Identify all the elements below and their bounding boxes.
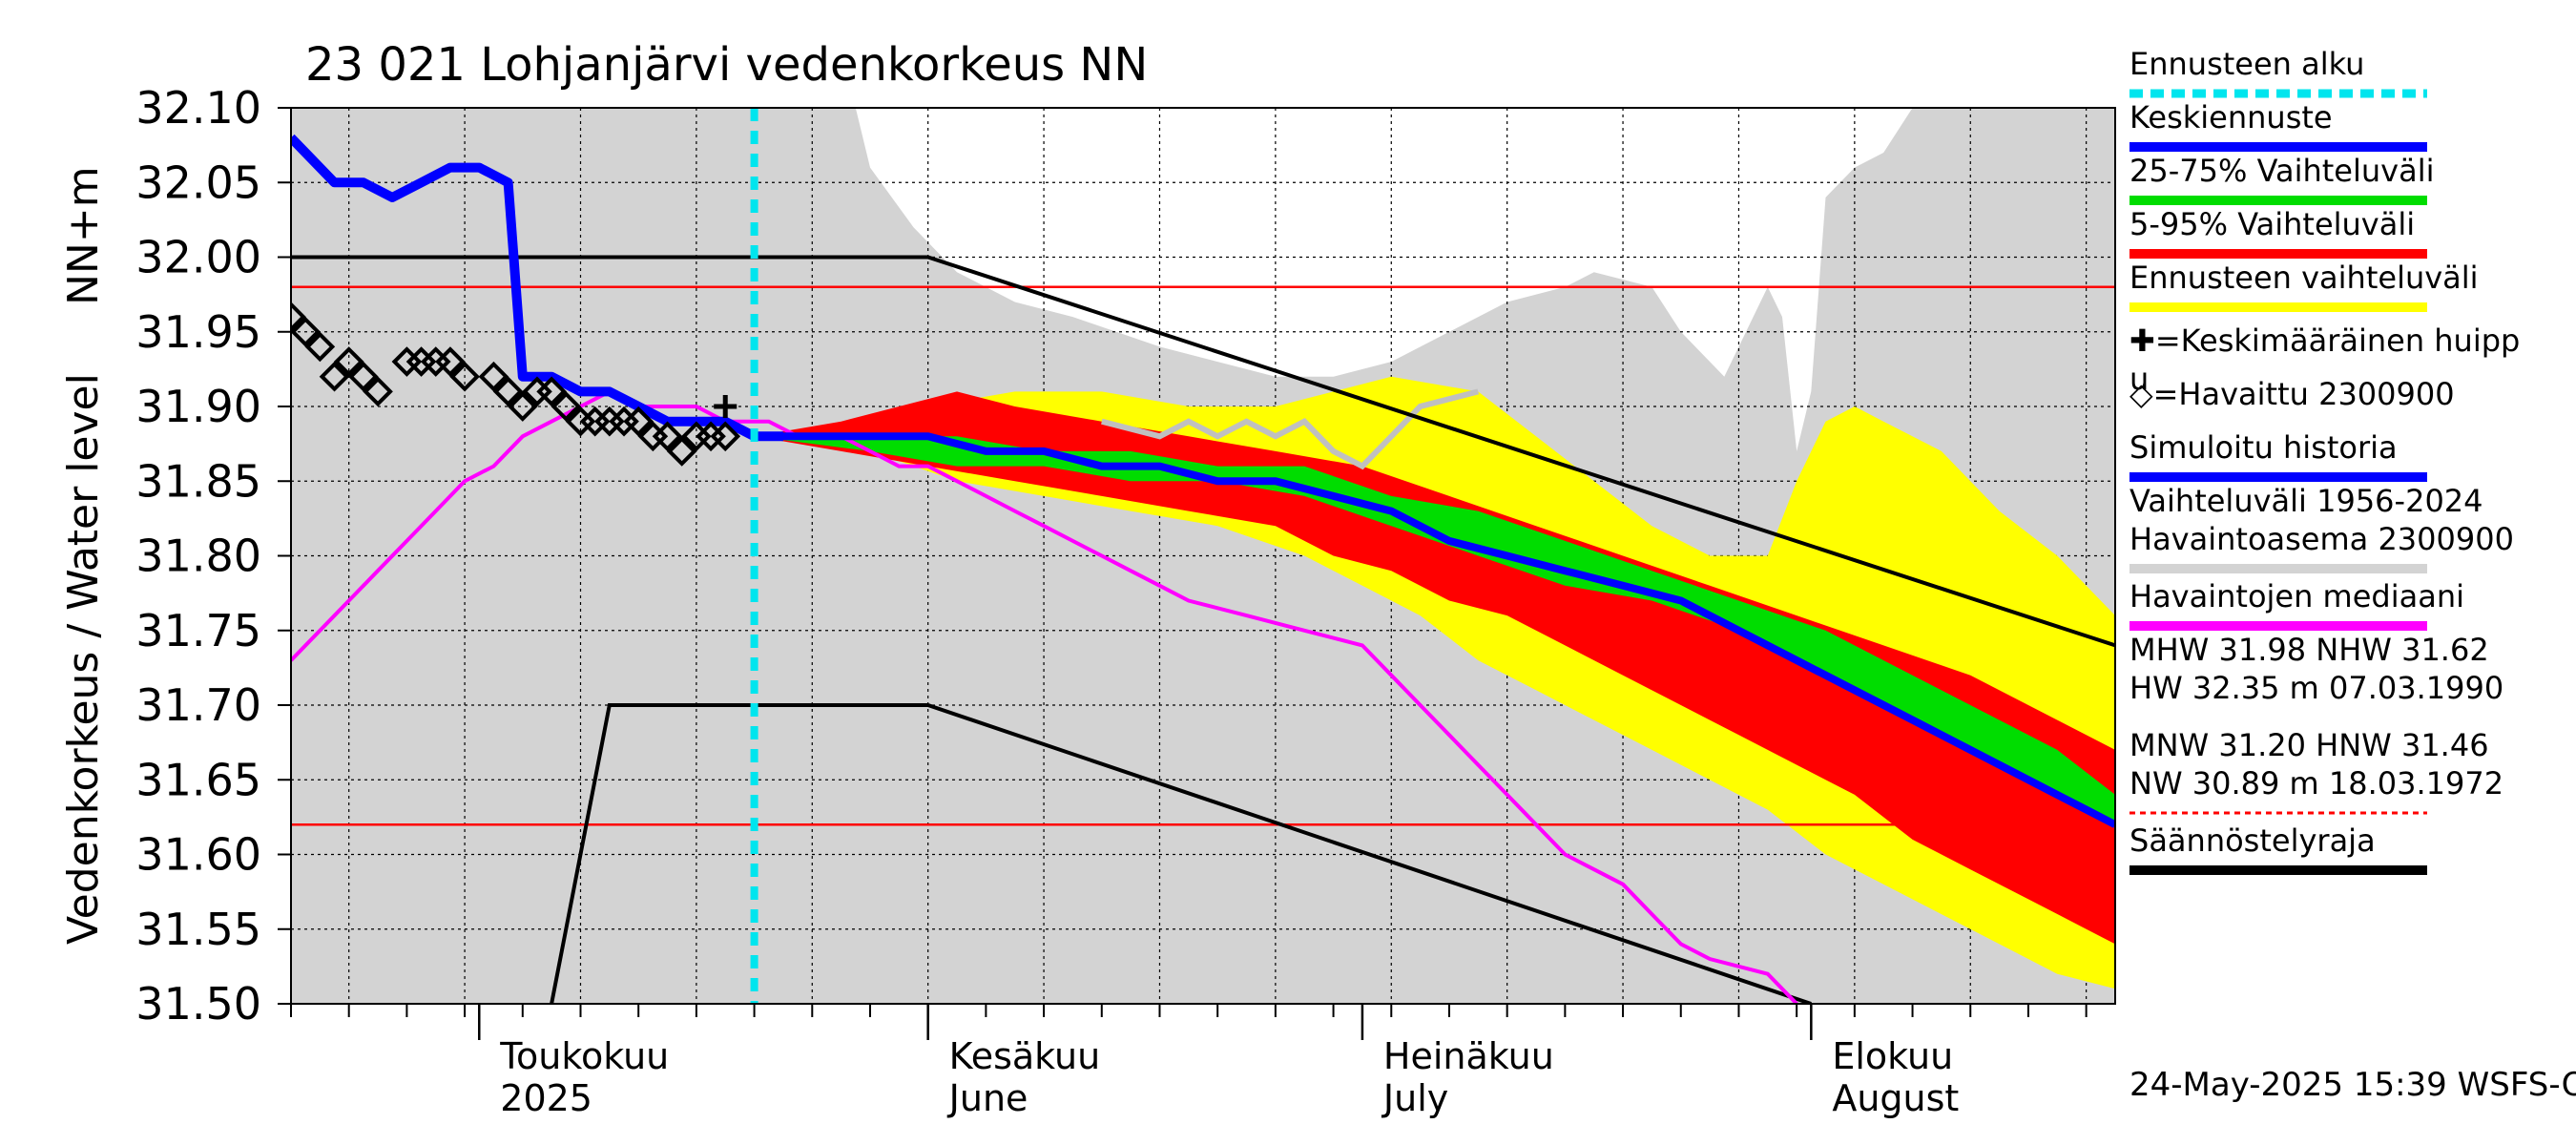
legend-label: 25-75% Vaihteluväli — [2129, 153, 2434, 189]
observed-point — [304, 331, 336, 363]
y-tick-label: 32.05 — [135, 156, 261, 208]
chart-title: 23 021 Lohjanjärvi vedenkorkeus NN — [305, 38, 1148, 92]
legend-label: Säännöstelyraja — [2129, 822, 2376, 859]
legend: Ennusteen alku Keskiennuste 25-75% Vaihtel… — [2129, 46, 2520, 875]
legend-label: Keskiennuste — [2129, 99, 2333, 135]
legend-label: ✚=Keskimääräinen huipp — [2129, 323, 2520, 359]
observed-point — [710, 421, 741, 452]
legend-label-2: HW 32.35 m 07.03.1990 — [2129, 670, 2503, 706]
observed-point — [348, 361, 379, 392]
observed-point — [363, 376, 393, 407]
legend-label-2: NW 30.89 m 18.03.1972 — [2129, 765, 2503, 802]
observed-point — [319, 361, 350, 392]
observed-median-line — [291, 389, 1798, 1004]
legend-label-2: Havaintoasema 2300900 — [2129, 521, 2514, 557]
observed-point — [333, 346, 364, 377]
observed-point — [478, 361, 509, 392]
footer-timestamp: 24-May-2025 15:39 WSFS-O — [2129, 1066, 2576, 1104]
month-label: Kesäkuu — [949, 1035, 1101, 1077]
month-label-en: August — [1832, 1077, 1959, 1119]
y-tick-label: 31.55 — [135, 904, 261, 955]
month-label-en: 2025 — [500, 1077, 592, 1119]
y-tick-label: 31.90 — [135, 381, 261, 432]
month-label: Toukokuu — [499, 1035, 669, 1077]
forecast-mean-line — [754, 432, 2115, 828]
observed-point — [623, 406, 654, 437]
observed-point — [551, 391, 582, 422]
legend-label: Ennusteen alku — [2129, 46, 2364, 82]
y-tick-label: 31.95 — [135, 306, 261, 358]
y-tick-label: 31.85 — [135, 455, 261, 507]
historical-upper-line — [1101, 388, 1480, 470]
month-label-en: June — [947, 1077, 1028, 1119]
y-tick-label: 31.80 — [135, 531, 261, 582]
observed-point — [435, 346, 466, 377]
regulation-limit-upper — [291, 255, 2115, 648]
legend-label: MHW 31.98 NHW 31.62 — [2129, 632, 2489, 668]
observed-point — [652, 421, 683, 452]
observed-point — [291, 302, 306, 332]
average-peak-marker — [714, 395, 737, 418]
legend-label: Vaihteluväli 1956-2024 — [2129, 483, 2483, 519]
legend-label: MNW 31.20 HNW 31.46 — [2129, 727, 2489, 763]
legend-label: Havaintojen mediaani — [2129, 578, 2464, 614]
y-tick-label: 32.00 — [135, 232, 261, 283]
y-axis-label: Vedenkorkeus / Water level — [59, 373, 108, 945]
legend-label: Simuloitu historia — [2129, 429, 2398, 466]
legend-label-2: u — [2129, 361, 2149, 397]
legend-label: Ennusteen vaihteluväli — [2129, 260, 2479, 296]
observed-point — [291, 316, 322, 347]
observed-point — [536, 376, 567, 407]
observed-point — [492, 376, 524, 407]
y-tick-label: 31.65 — [135, 754, 261, 805]
observed-point — [449, 361, 480, 392]
y-tick-label: 31.50 — [135, 978, 261, 1030]
observed-point — [666, 436, 697, 467]
y-tick-label: 31.60 — [135, 829, 261, 881]
y-axis-unit-label: NN+m — [59, 166, 108, 305]
y-tick-label: 31.75 — [135, 605, 261, 656]
range-25-75-band — [754, 436, 2115, 825]
month-label-en: July — [1381, 1077, 1448, 1119]
y-axis: 32.10 32.05 32.00 31.95 31.90 31.85 31.80 31.75… — [135, 82, 291, 1030]
regulation-limit-lower — [550, 703, 1812, 1004]
plot-content — [291, 108, 2115, 1004]
y-tick-label: 32.10 — [135, 82, 261, 134]
legend-label: ◇=Havaittu 2300900 — [2129, 376, 2455, 412]
month-label: Elokuu — [1832, 1035, 1953, 1077]
observed-point — [507, 391, 538, 422]
y-tick-label: 31.70 — [135, 679, 261, 731]
month-label: Heinäkuu — [1383, 1035, 1554, 1077]
plot-area — [290, 107, 2116, 1005]
legend-label: 5-95% Vaihteluväli — [2129, 206, 2415, 242]
